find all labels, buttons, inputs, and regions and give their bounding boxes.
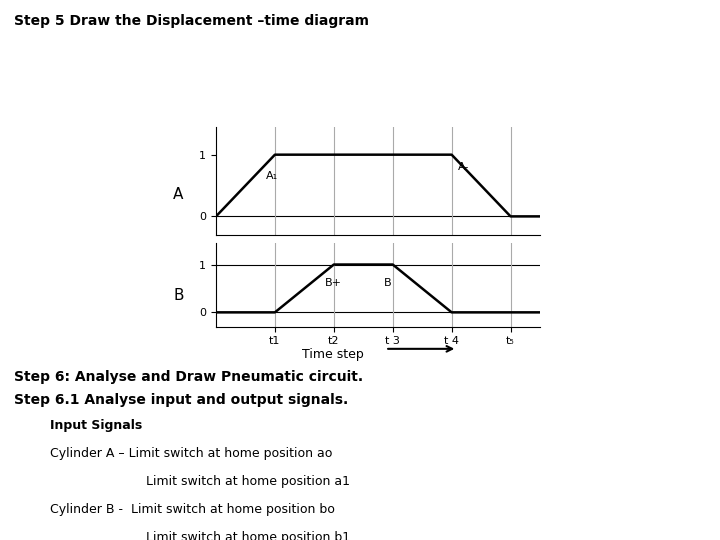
Text: B: B — [173, 288, 184, 303]
Text: Cylinder B -  Limit switch at home position bo: Cylinder B - Limit switch at home positi… — [50, 503, 336, 516]
Text: Step 6.1 Analyse input and output signals.: Step 6.1 Analyse input and output signal… — [14, 393, 348, 407]
Text: Time step: Time step — [302, 348, 364, 361]
Text: B: B — [384, 278, 392, 288]
Text: Step 5 Draw the Displacement –time diagram: Step 5 Draw the Displacement –time diagr… — [14, 14, 369, 28]
Text: A: A — [174, 187, 184, 202]
Text: Step 6: Analyse and Draw Pneumatic circuit.: Step 6: Analyse and Draw Pneumatic circu… — [14, 370, 364, 384]
Text: Input Signals: Input Signals — [50, 418, 143, 431]
Text: A₁: A₁ — [266, 171, 278, 181]
Text: B+: B+ — [325, 278, 342, 288]
Text: Limit switch at home position b1: Limit switch at home position b1 — [50, 531, 351, 540]
Text: Cylinder A – Limit switch at home position ao: Cylinder A – Limit switch at home positi… — [50, 447, 333, 460]
Text: A-: A- — [457, 162, 469, 172]
Text: Limit switch at home position a1: Limit switch at home position a1 — [50, 475, 351, 488]
